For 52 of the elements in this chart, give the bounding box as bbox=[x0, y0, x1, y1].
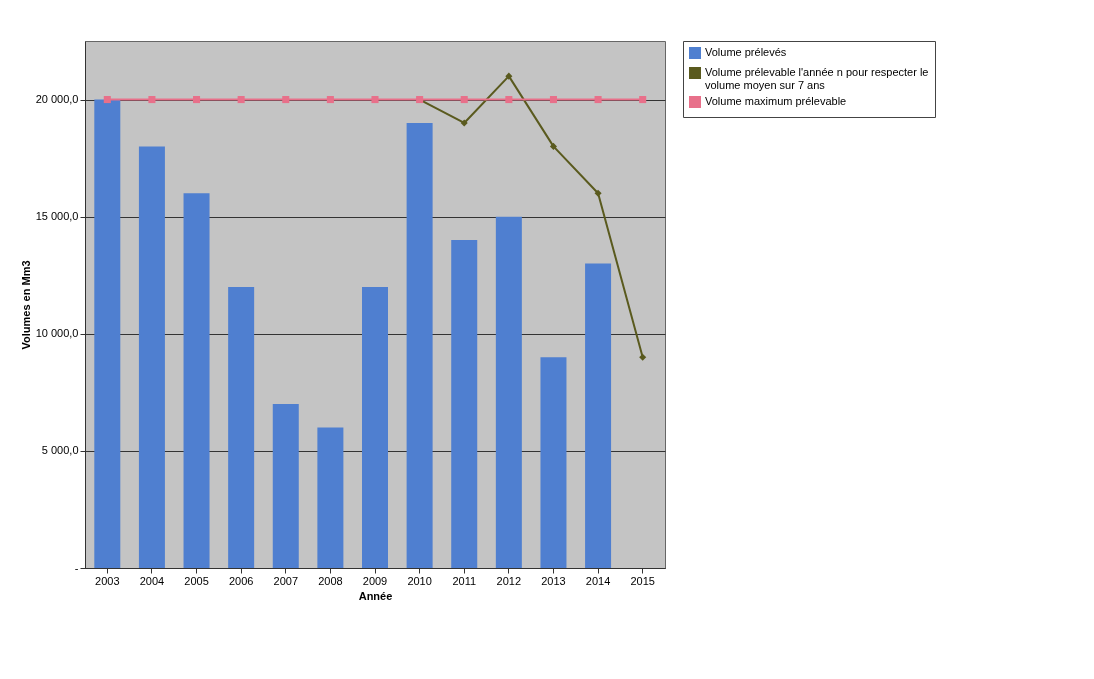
point bbox=[639, 96, 647, 104]
bar bbox=[138, 146, 165, 568]
point bbox=[549, 96, 557, 104]
point bbox=[594, 96, 602, 104]
bar bbox=[94, 99, 121, 568]
point bbox=[282, 96, 290, 104]
point bbox=[148, 96, 156, 104]
y-tick-label: 5 000,0 bbox=[41, 444, 79, 457]
x-tick-label: 2010 bbox=[407, 574, 432, 587]
legend-label: Volume prélevés bbox=[705, 46, 787, 58]
point bbox=[505, 96, 513, 104]
bar bbox=[183, 193, 210, 568]
x-axis-title: Année bbox=[358, 589, 393, 602]
point bbox=[549, 142, 557, 150]
bar bbox=[540, 357, 567, 568]
point bbox=[103, 96, 111, 104]
x-tick-label: 2013 bbox=[541, 574, 566, 587]
x-tick-label: 2011 bbox=[452, 574, 477, 587]
y-tick-label: 20 000,0 bbox=[35, 93, 79, 106]
point bbox=[639, 353, 647, 361]
legend-label: Volume maximum prélevable bbox=[705, 95, 847, 107]
point bbox=[326, 96, 334, 104]
x-tick-label: 2015 bbox=[630, 574, 655, 587]
x-tick-label: 2009 bbox=[362, 574, 388, 587]
bar bbox=[406, 122, 433, 568]
x-tick-label: 2012 bbox=[496, 574, 522, 587]
y-tick-label: 10 000,0 bbox=[35, 327, 79, 340]
x-tick-label: 2014 bbox=[585, 574, 611, 587]
bar bbox=[228, 286, 255, 568]
x-tick-label: 2008 bbox=[318, 574, 343, 587]
point bbox=[594, 189, 602, 197]
bar bbox=[272, 404, 299, 568]
point bbox=[460, 96, 468, 104]
point bbox=[193, 96, 201, 104]
y-tick-label: 15 000,0 bbox=[35, 210, 79, 223]
x-tick-label: 2006 bbox=[228, 574, 254, 587]
y-tick-label: - bbox=[74, 561, 79, 574]
point bbox=[237, 96, 245, 104]
bar bbox=[362, 286, 388, 568]
x-tick-label: 2007 bbox=[273, 574, 299, 587]
x-tick-label: 2003 bbox=[95, 574, 120, 587]
bar bbox=[451, 240, 478, 568]
point bbox=[460, 119, 468, 127]
bar bbox=[317, 427, 344, 568]
x-tick-label: 2005 bbox=[184, 574, 209, 587]
bar bbox=[495, 216, 522, 568]
x-tick-label: 2004 bbox=[139, 574, 165, 587]
y-axis-title: Volumes en Mm3 bbox=[19, 260, 32, 350]
legend-label: Volume prélevable l'année n pour respecter le volume moyen sur 7 ans bbox=[705, 66, 929, 91]
point bbox=[371, 96, 379, 104]
point bbox=[505, 72, 513, 80]
bar bbox=[585, 263, 612, 568]
